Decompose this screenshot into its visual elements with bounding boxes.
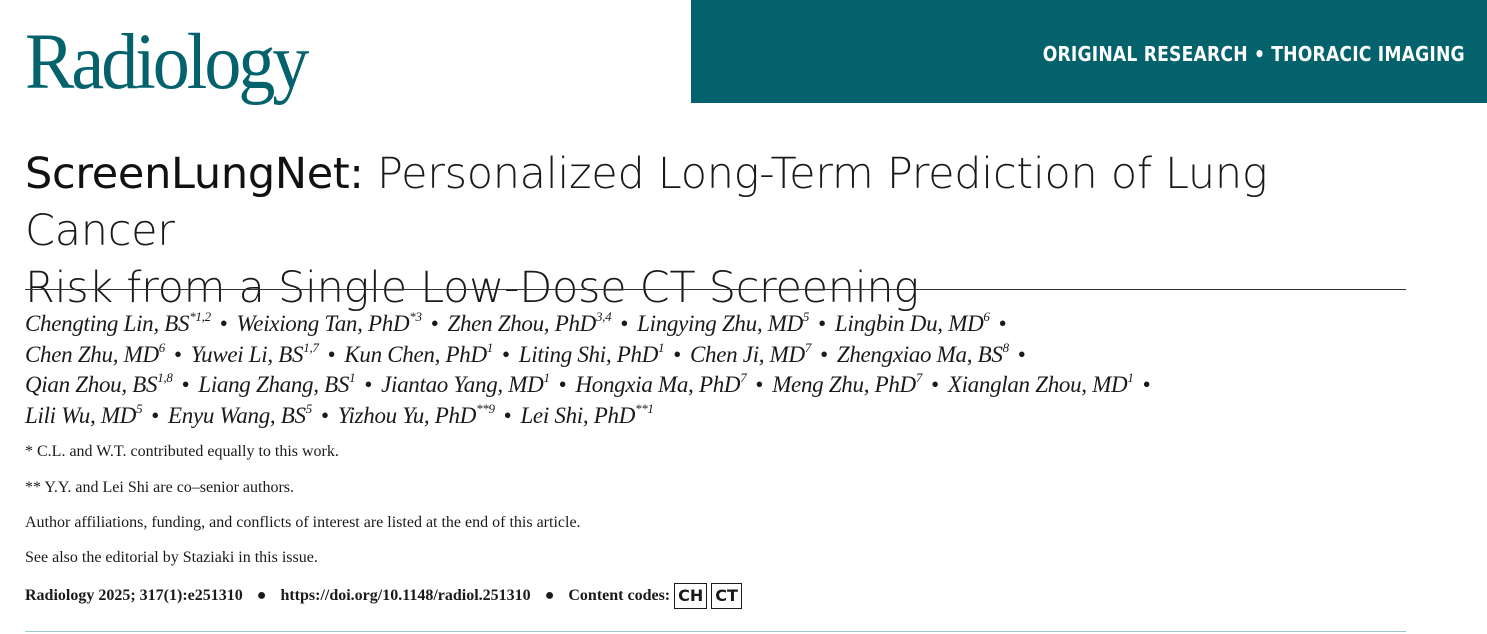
senior-author-note: ** Y.Y. and Lei Shi are co–senior author…: [25, 479, 294, 496]
author-affiliation-marker: 1: [543, 370, 550, 385]
author-affiliation-marker: *1,2: [189, 309, 211, 324]
content-code-ct: CT: [711, 583, 742, 609]
author-separator: •: [1142, 372, 1151, 397]
author-affiliation-marker: **1: [635, 400, 654, 416]
author-name: Qian Zhou, BS: [25, 372, 158, 397]
author-name: Lei Shi, PhD: [520, 402, 636, 428]
author-name: Liang Zhang, BS: [198, 372, 350, 397]
author-affiliation-marker: 5: [305, 400, 313, 416]
citation-separator: ●: [256, 587, 267, 604]
author-name: Xianglan Zhou, MD: [947, 372, 1128, 397]
author-separator: •: [430, 311, 439, 336]
author-line: Chen Zhu, MD6 • Yuwei Li, BS1,7 • Kun Chen, …: [25, 340, 1425, 371]
author-name: Chengting Lin, BS: [25, 311, 190, 336]
author-affiliation-marker: 7: [804, 339, 812, 355]
citation-ref: Radiology 2025; 317(1):e251310: [25, 587, 243, 604]
header-bottom-divider: [25, 631, 1406, 632]
author-name: Yizhou Yu, PhD: [337, 402, 477, 428]
author-name: Meng Zhu, PhD: [772, 372, 916, 397]
author-name: Lingbin Du, MD: [834, 311, 984, 336]
author-name: Yuwei Li, BS: [190, 341, 304, 367]
author-affiliation-marker: 1,7: [303, 339, 319, 355]
author-separator: •: [173, 341, 182, 367]
author-separator: •: [818, 311, 826, 336]
author-affiliation-marker: **9: [476, 400, 495, 416]
author-affiliation-marker: 6: [158, 339, 166, 355]
author-separator: •: [998, 311, 1007, 336]
title-divider: [25, 289, 1406, 290]
author-separator: •: [501, 341, 510, 367]
author-affiliation-marker: *3: [409, 309, 422, 324]
title-lead: ScreenLungNet:: [25, 149, 364, 199]
author-name: Weixiong Tan, PhD: [236, 311, 410, 336]
article-title: ScreenLungNet: Personalized Long-Term Pr…: [25, 146, 1425, 317]
author-affiliation-marker: 7: [915, 370, 923, 385]
author-separator: •: [503, 402, 512, 428]
doi-link[interactable]: https://doi.org/10.1148/radiol.251310: [280, 587, 531, 604]
title-rest: Personalized Long-Term Prediction of Lun…: [25, 149, 1268, 256]
author-name: Chen Zhu, MD: [25, 341, 159, 367]
author-affiliation-marker: 5: [802, 309, 810, 324]
author-name: Hongxia Ma, PhD: [575, 372, 741, 397]
author-name: Zhen Zhou, PhD: [447, 311, 596, 336]
author-affiliation-marker: 1: [486, 339, 494, 355]
author-name: Lingying Zhu, MD: [637, 311, 803, 336]
author-list: Chengting Lin, BS*1,2 • Weixiong Tan, PhD*…: [25, 309, 1425, 431]
affiliations-note: Author affiliations, funding, and confli…: [25, 514, 581, 531]
author-name: Chen Ji, MD: [689, 341, 805, 367]
journal-logo: Radiology: [25, 17, 309, 107]
author-affiliation-marker: 1: [1127, 370, 1134, 385]
author-separator: •: [820, 341, 828, 367]
author-separator: •: [931, 372, 939, 397]
author-affiliation-marker: 1,8: [157, 370, 173, 385]
author-name: Zhengxiao Ma, BS: [836, 341, 1003, 367]
content-code-ch: CH: [674, 583, 708, 609]
author-affiliation-marker: 8: [1002, 339, 1010, 355]
author-affiliation-marker: 5: [136, 400, 143, 416]
author-separator: •: [364, 372, 373, 397]
author-separator: •: [558, 372, 567, 397]
author-separator: •: [620, 311, 629, 336]
citation-line: Radiology 2025; 317(1):e251310 ● https:/…: [25, 583, 742, 609]
author-separator: •: [151, 402, 160, 428]
author-affiliation-marker: 7: [740, 370, 747, 385]
author-name: Enyu Wang, BS: [168, 402, 306, 428]
author-separator: •: [1017, 341, 1026, 367]
citation-separator: ●: [544, 587, 555, 604]
author-separator: •: [327, 341, 336, 367]
author-separator: •: [755, 372, 764, 397]
author-affiliation-marker: 1: [349, 370, 356, 385]
author-separator: •: [320, 402, 329, 428]
equal-contribution-note: * C.L. and W.T. contributed equally to t…: [25, 443, 339, 460]
author-separator: •: [219, 311, 228, 336]
author-line: Qian Zhou, BS1,8 • Liang Zhang, BS1 • Jianta…: [25, 370, 1425, 401]
content-codes-label: Content codes:: [568, 587, 671, 604]
author-name: Lili Wu, MD: [25, 402, 137, 428]
author-name: Kun Chen, PhD: [344, 341, 487, 367]
author-name: Liting Shi, PhD: [518, 341, 659, 367]
title-line2: Risk from a Single Low-Dose CT Screening: [25, 263, 919, 313]
author-affiliation-marker: 1: [658, 339, 665, 355]
author-name: Jiantao Yang, MD: [381, 372, 544, 397]
editorial-note: See also the editorial by Staziaki in th…: [25, 549, 318, 566]
author-affiliation-marker: 3,4: [595, 309, 612, 324]
author-line: Lili Wu, MD5 • Enyu Wang, BS5 • Yizhou Yu, P…: [25, 401, 1425, 432]
author-separator: •: [181, 372, 190, 397]
section-banner: ORIGINAL RESEARCH • THORACIC IMAGING: [691, 0, 1487, 103]
author-affiliation-marker: 6: [983, 309, 990, 324]
author-separator: •: [673, 341, 681, 367]
author-line: Chengting Lin, BS*1,2 • Weixiong Tan, PhD*…: [25, 309, 1425, 340]
section-label: ORIGINAL RESEARCH • THORACIC IMAGING: [1042, 42, 1465, 66]
